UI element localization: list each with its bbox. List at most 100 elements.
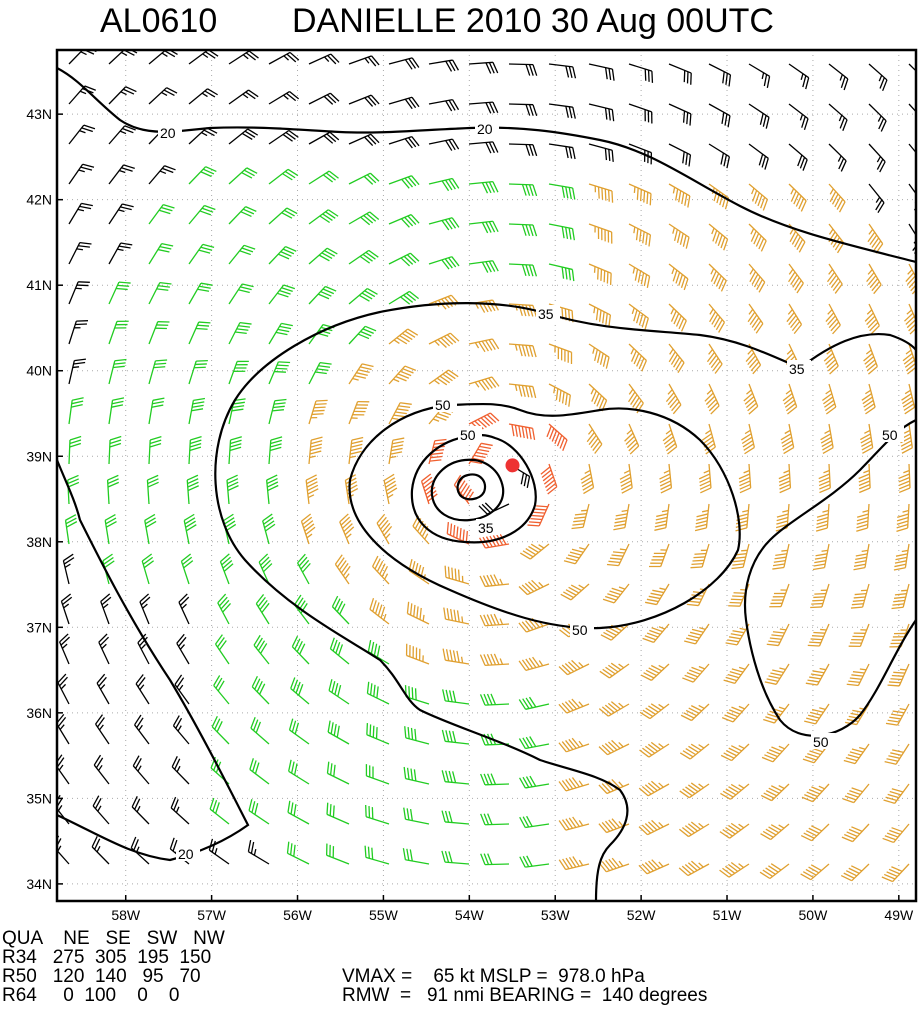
wind-barb	[228, 128, 259, 145]
contour-label-20-c: 20	[178, 846, 194, 862]
wind-barb	[668, 223, 690, 249]
wind-barb	[68, 124, 96, 145]
wind-barb	[296, 553, 311, 585]
wind-barb	[748, 223, 767, 252]
wind-barb	[228, 167, 258, 185]
wind-barb	[188, 204, 216, 225]
wind-barb	[148, 242, 174, 265]
wind-barb	[668, 143, 692, 167]
wind-barb	[508, 383, 537, 399]
wind-barb	[815, 503, 830, 532]
wind-barb	[468, 180, 499, 194]
wind-barb	[571, 503, 590, 530]
wind-barb	[183, 513, 197, 545]
wind-barb	[288, 759, 310, 785]
wind-barb	[188, 397, 206, 425]
wind-barb	[769, 583, 790, 608]
wind-barb	[786, 303, 803, 335]
wind-barb	[135, 674, 150, 705]
wind-barb	[708, 63, 732, 87]
wind-barb	[668, 343, 685, 374]
wind-barb	[527, 503, 550, 527]
wind-barb	[308, 209, 339, 225]
wind-barb	[68, 320, 89, 345]
wind-barb	[57, 713, 70, 745]
contour-35-right	[544, 311, 916, 370]
wind-barb	[853, 543, 870, 571]
wind-barb	[588, 383, 608, 412]
wind-barb	[251, 675, 270, 705]
wind-barb	[759, 863, 790, 880]
wind-barb	[146, 474, 159, 505]
wind-barb	[850, 583, 870, 609]
wind-barb	[148, 281, 172, 305]
wind-barb	[606, 543, 630, 567]
wind-barb	[348, 55, 380, 67]
wind-barb	[348, 436, 364, 465]
wind-barb	[558, 856, 590, 871]
wind-barb	[602, 583, 630, 604]
contour-label-50-a: 50	[435, 397, 451, 413]
wind-barb	[665, 383, 682, 415]
wind-barb	[369, 598, 390, 625]
wind-barb	[291, 635, 310, 665]
wind-barb	[176, 633, 190, 665]
wind-barb	[428, 438, 447, 465]
wind-barb	[308, 131, 340, 145]
wind-barb	[188, 321, 211, 345]
wind-barb	[247, 840, 270, 865]
wind-barb	[91, 836, 110, 865]
wind-barb	[132, 755, 150, 785]
wind-barb	[866, 263, 882, 295]
wind-barb	[404, 685, 430, 705]
wind-barb	[708, 263, 727, 292]
wind-barb	[518, 656, 550, 672]
wind-barb	[678, 860, 710, 877]
wind-barb	[908, 63, 916, 72]
wind-barb	[308, 399, 328, 425]
wind-barb	[778, 463, 792, 494]
wind-barb	[908, 143, 916, 170]
wind-barb	[628, 303, 649, 330]
wind-barb	[268, 245, 297, 265]
wind-barb	[428, 217, 460, 231]
wind-barb	[613, 503, 630, 531]
wind-barb	[334, 554, 351, 585]
wind-barb	[388, 365, 417, 385]
wind-barb	[388, 402, 412, 425]
wind-barb	[268, 129, 299, 145]
wind-barb	[479, 574, 510, 588]
lat-tick-label: 37N	[26, 619, 52, 635]
wind-barb	[518, 696, 550, 710]
wind-barb	[883, 783, 910, 804]
wind-barb	[388, 328, 419, 345]
wind-barb	[388, 214, 420, 228]
contour-35-inner	[430, 458, 505, 522]
wind-barb	[186, 474, 199, 505]
wind-barb	[882, 823, 910, 844]
wind-barb	[668, 303, 687, 332]
wind-barb	[788, 263, 804, 294]
wind-barb	[468, 101, 499, 114]
wind-barb	[441, 729, 470, 745]
wind-barb	[805, 663, 830, 686]
wind-barb	[720, 743, 750, 762]
wind-barb	[708, 103, 731, 128]
wind-barb	[624, 423, 640, 455]
wind-barb	[468, 260, 499, 273]
wind-barb	[548, 223, 576, 241]
wind-barb	[748, 263, 766, 293]
wind-barb	[228, 436, 242, 465]
wind-barb	[706, 343, 723, 374]
wind-barb	[62, 553, 75, 585]
wind-barb	[828, 183, 846, 213]
wind-barb	[548, 343, 573, 364]
wind-barb	[287, 800, 310, 825]
wind-barb	[761, 743, 790, 763]
wind-barb	[682, 663, 710, 683]
wind-barb	[403, 766, 430, 785]
wind-barb	[548, 263, 575, 282]
wind-barb	[250, 717, 270, 745]
wind-barb	[843, 743, 870, 765]
lon-tick-label: 51W	[713, 907, 743, 923]
